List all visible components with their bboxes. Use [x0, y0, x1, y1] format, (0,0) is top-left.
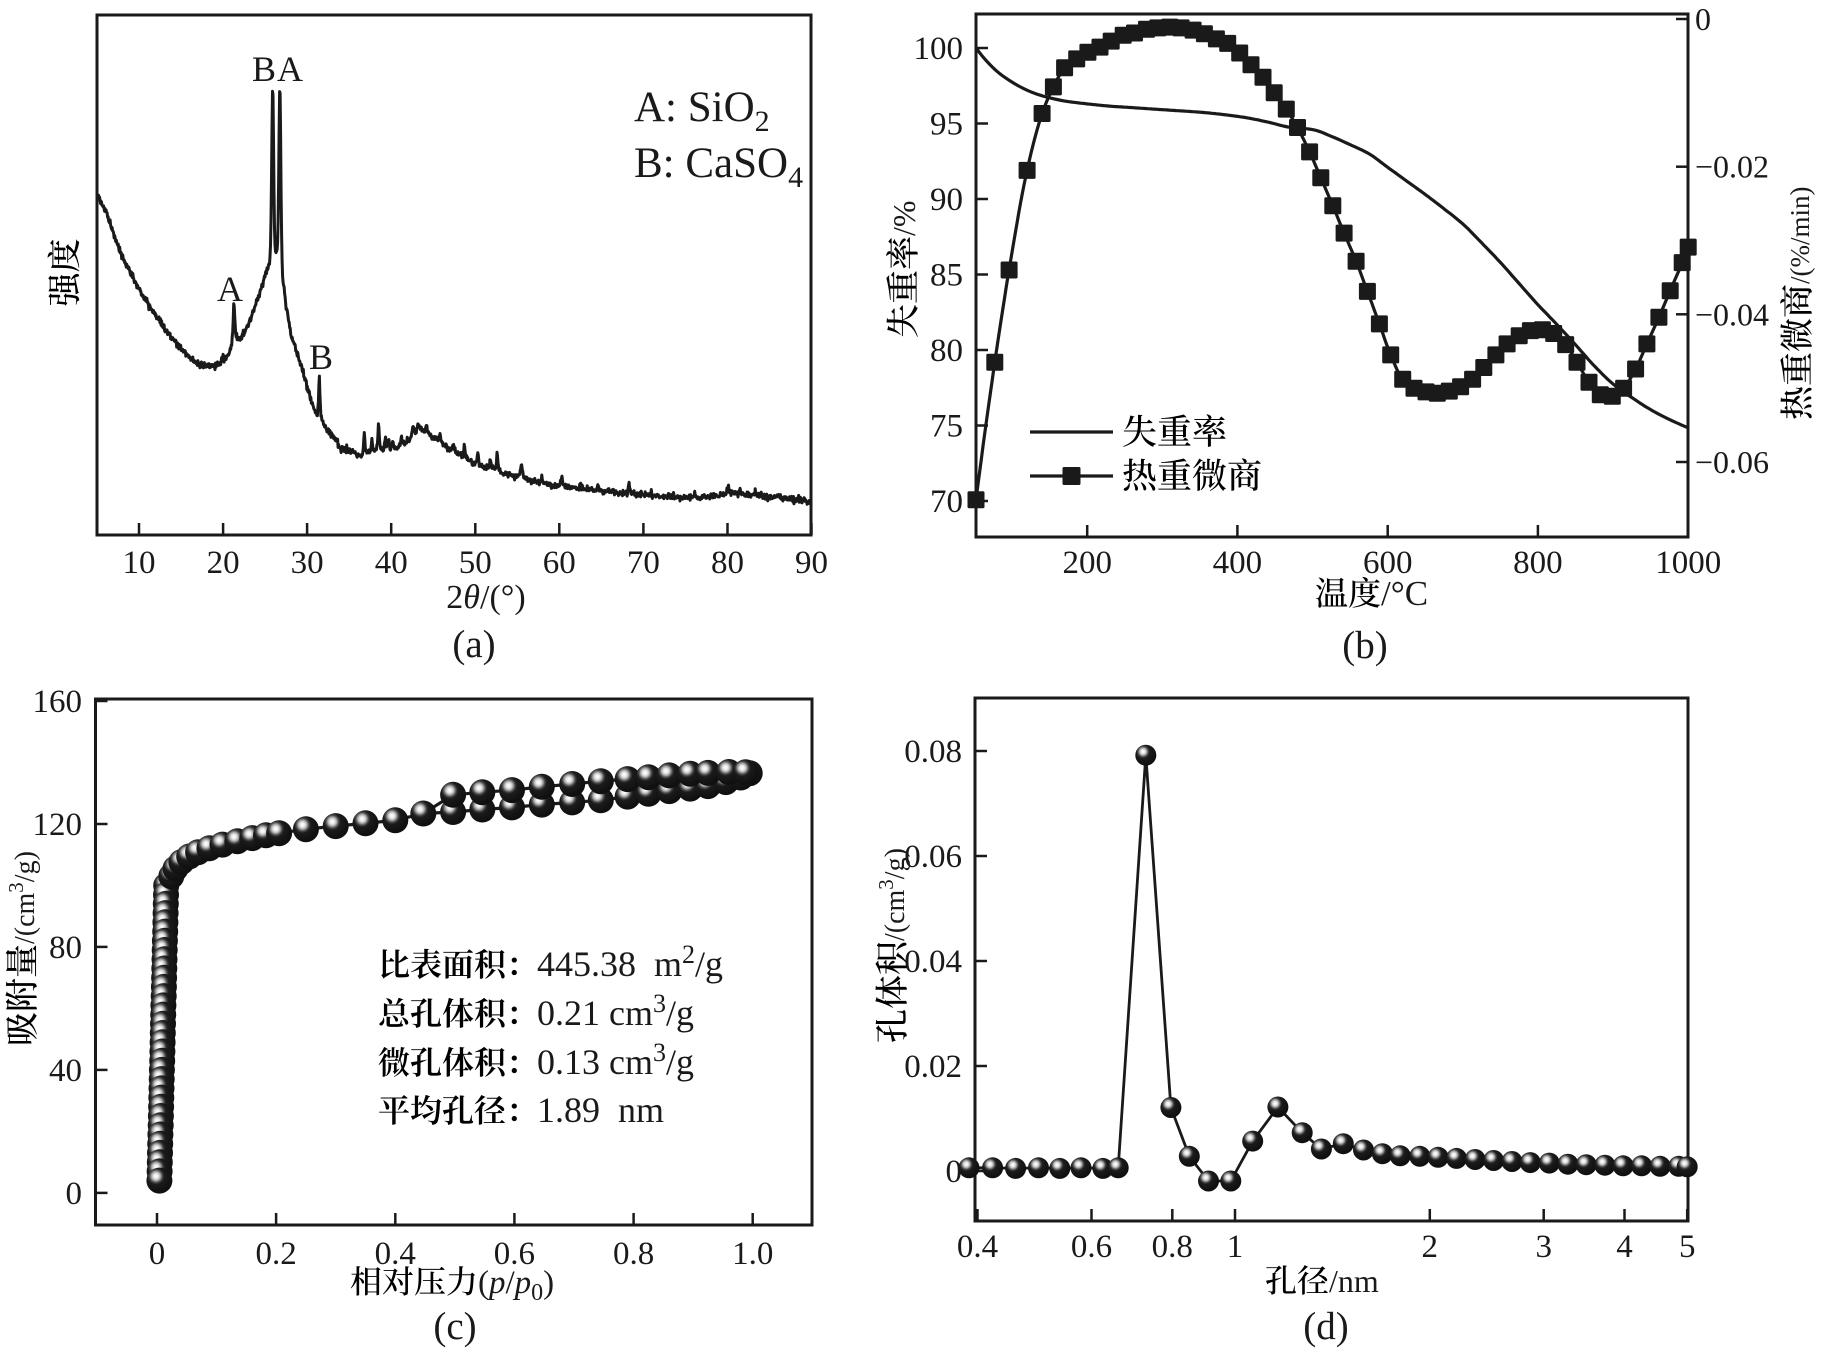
svg-text:0.8: 0.8 [1152, 1229, 1193, 1265]
svg-text:(a): (a) [452, 623, 495, 666]
svg-text:1000: 1000 [1655, 545, 1721, 581]
svg-text:0: 0 [66, 1176, 83, 1212]
svg-text:0.13 cm3/g: 0.13 cm3/g [537, 1038, 694, 1082]
svg-text:40: 40 [49, 1053, 82, 1089]
svg-text:70: 70 [627, 545, 660, 581]
svg-text:80: 80 [930, 333, 963, 369]
svg-text:0: 0 [1695, 1, 1711, 37]
svg-text:/nm: /nm [1329, 1263, 1379, 1299]
svg-text:(b): (b) [1342, 624, 1387, 667]
svg-text:0.8: 0.8 [613, 1236, 654, 1272]
svg-text:120: 120 [33, 807, 83, 843]
svg-text:A: SiO2: A: SiO2 [634, 84, 770, 138]
svg-text:200: 200 [1062, 545, 1112, 581]
svg-text:0.02: 0.02 [904, 1049, 962, 1085]
svg-text:4: 4 [1616, 1229, 1633, 1265]
svg-text:B: CaSO4: B: CaSO4 [634, 140, 803, 194]
svg-text:−0.02: −0.02 [1695, 149, 1769, 185]
svg-text:400: 400 [1213, 545, 1263, 581]
svg-text:90: 90 [795, 545, 828, 581]
svg-text:445.38 m2/g: 445.38 m2/g [537, 940, 723, 984]
svg-text:−0.04: −0.04 [1695, 296, 1769, 332]
svg-text:0.2: 0.2 [255, 1236, 296, 1272]
svg-text:75: 75 [930, 409, 963, 445]
svg-text:0.08: 0.08 [904, 734, 962, 770]
svg-text:/(cm3/g): /(cm3/g) [874, 848, 911, 941]
svg-text:30: 30 [291, 545, 324, 581]
svg-text:1: 1 [1227, 1229, 1244, 1265]
svg-text:(d): (d) [1303, 1305, 1348, 1348]
svg-text:70: 70 [930, 484, 963, 520]
svg-text:2: 2 [1422, 1229, 1439, 1265]
svg-text:1.89 nm: 1.89 nm [537, 1090, 664, 1130]
svg-text:100: 100 [914, 31, 964, 67]
svg-text:0: 0 [946, 1154, 963, 1190]
svg-text:20: 20 [207, 545, 240, 581]
svg-text:A: A [217, 269, 243, 309]
svg-text:0.6: 0.6 [494, 1236, 535, 1272]
svg-text:0.06: 0.06 [904, 839, 962, 875]
svg-text:0: 0 [149, 1236, 166, 1272]
svg-text:0.21 cm3/g: 0.21 cm3/g [537, 989, 694, 1033]
svg-text:80: 80 [49, 930, 82, 966]
svg-text:80: 80 [711, 545, 744, 581]
svg-text:800: 800 [1513, 545, 1563, 581]
svg-text:/(%/min): /(%/min) [1785, 187, 1815, 284]
svg-text:0.6: 0.6 [1071, 1229, 1112, 1265]
svg-text:5: 5 [1679, 1229, 1696, 1265]
svg-text:60: 60 [543, 545, 576, 581]
svg-text:/(cm3/g): /(cm3/g) [4, 851, 41, 944]
svg-text:−0.06: −0.06 [1695, 444, 1769, 480]
svg-text:50: 50 [459, 545, 492, 581]
svg-text:/°C: /°C [1381, 574, 1428, 613]
svg-text:0.4: 0.4 [375, 1236, 416, 1272]
svg-text:1.0: 1.0 [732, 1236, 773, 1272]
svg-text:B: B [252, 49, 276, 89]
svg-text:600: 600 [1363, 545, 1413, 581]
svg-text:(c): (c) [433, 1305, 476, 1348]
svg-text:10: 10 [123, 545, 156, 581]
svg-text:0.4: 0.4 [957, 1229, 998, 1265]
svg-text:2θ/(°): 2θ/(°) [446, 579, 525, 616]
svg-text:160: 160 [33, 684, 83, 720]
svg-text:90: 90 [930, 182, 963, 218]
svg-text:0.04: 0.04 [904, 944, 962, 980]
svg-text:A: A [277, 49, 303, 89]
svg-text:40: 40 [375, 545, 408, 581]
svg-text:85: 85 [930, 258, 963, 294]
svg-text:/%: /% [886, 200, 922, 236]
svg-text:(p/p0): (p/p0) [478, 1265, 554, 1306]
svg-text:95: 95 [930, 107, 963, 143]
svg-text:B: B [309, 337, 333, 377]
svg-text:3: 3 [1535, 1229, 1552, 1265]
